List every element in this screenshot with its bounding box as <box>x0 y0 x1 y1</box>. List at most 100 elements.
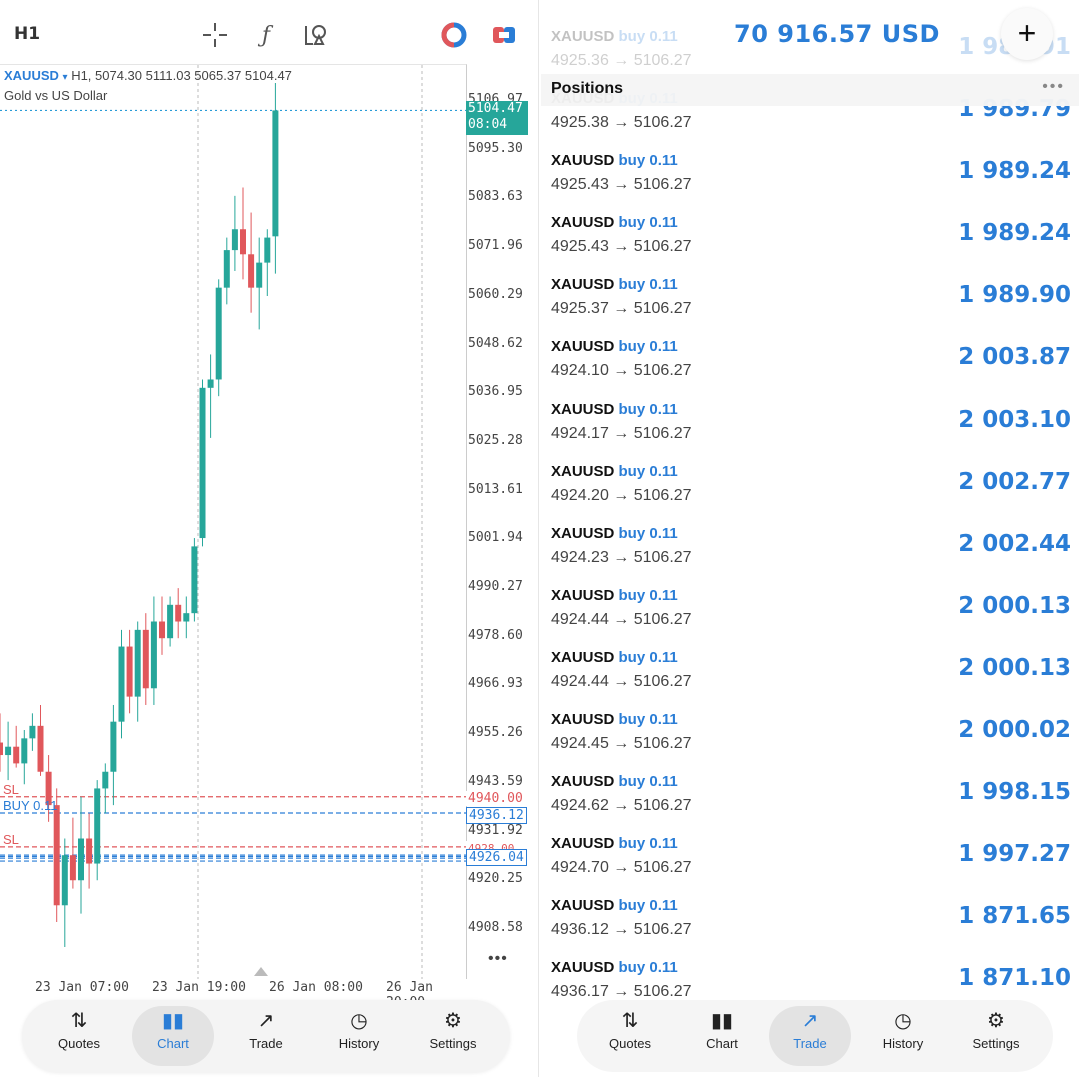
more-icon[interactable]: ••• <box>488 950 508 967</box>
position-row[interactable]: XAUUSD buy 0.11 4924.44 → 5106.27 2 000.13 <box>541 587 1079 649</box>
position-profit: 2 003.87 <box>958 344 1071 371</box>
nav-chart[interactable]: ▮▮ Chart <box>132 1006 214 1066</box>
quotes-icon: ⇅ <box>621 1010 639 1032</box>
position-side: buy 0.11 <box>618 586 678 604</box>
position-profit: 1 997.27 <box>958 841 1071 868</box>
price-axis[interactable]: 5106.97 5095.30 5083.63 5071.96 5060.29 5048.… <box>468 64 538 978</box>
nav-history[interactable]: ◷ History <box>862 1006 944 1066</box>
entry-price-label: 4926.04 <box>466 849 527 866</box>
nav-trade[interactable]: ↗ Trade <box>225 1006 307 1066</box>
candle-body <box>207 379 214 388</box>
position-profit: 1 989.24 <box>958 220 1071 247</box>
nav-history[interactable]: ◷ History <box>318 1006 400 1066</box>
bottom-nav: ⇅ Quotes ▮▮ Chart ↗ Trade ◷ History ⚙ Setting… <box>22 1000 510 1072</box>
position-side: buy 0.11 <box>618 959 678 977</box>
candle-body <box>53 805 60 906</box>
buy-order-label[interactable]: BUY 0.11 <box>3 798 58 813</box>
position-prices: 4924.70 → 5106.27 <box>551 859 692 877</box>
candle-body <box>215 287 222 380</box>
candle-body <box>175 604 182 622</box>
position-prices: 4925.43 → 5106.27 <box>551 176 692 194</box>
position-symbol: XAUUSD buy 0.11 <box>551 835 678 853</box>
timeframe-button[interactable]: H1 <box>14 24 41 44</box>
settings-icon: ⚙ <box>987 1010 1005 1032</box>
nav-trade[interactable]: ↗ Trade <box>769 1006 851 1066</box>
nav-settings[interactable]: ⚙ Settings <box>955 1006 1037 1066</box>
bar-countdown: 08:04 <box>468 117 508 132</box>
symbol-selector[interactable]: XAUUSD <box>4 68 59 83</box>
history-icon: ◷ <box>350 1010 368 1032</box>
chevron-down-icon[interactable]: ▾ <box>62 72 68 83</box>
position-prices: 4924.10 → 5106.27 <box>551 362 692 380</box>
chart-icon: ▮▮ <box>710 1010 733 1032</box>
trade-levels-icon[interactable] <box>489 20 519 50</box>
position-side: buy 0.11 <box>618 524 678 542</box>
buy-price-label: 4936.12 <box>466 807 527 824</box>
time-axis: 23 Jan 07:00 23 Jan 19:00 26 Jan 08:00 26 J… <box>0 978 466 1010</box>
price-tick: 4943.59 <box>468 773 523 789</box>
time-label: 23 Jan 07:00 <box>35 980 129 995</box>
position-prices: 4925.43 → 5106.27 <box>551 238 692 256</box>
sl-price-label: 4940.00 <box>466 791 525 806</box>
bottom-nav: ⇅ Quotes ▮▮ Chart ↗ Trade ◷ History ⚙ Setting… <box>577 1000 1053 1072</box>
new-order-button[interactable]: + <box>1001 8 1053 60</box>
position-row[interactable]: XAUUSD buy 0.11 4936.12 → 5106.27 1 871.65 <box>541 897 1079 959</box>
position-symbol: XAUUSD buy 0.11 <box>551 400 678 418</box>
nav-quotes[interactable]: ⇅ Quotes <box>589 1006 671 1066</box>
candle-body <box>13 746 20 764</box>
crosshair-icon[interactable] <box>200 20 230 50</box>
position-profit: 2 002.77 <box>958 468 1071 495</box>
position-row[interactable]: XAUUSD buy 0.11 4924.45 → 5106.27 2 000.02 <box>541 711 1079 773</box>
candle-body <box>231 229 238 251</box>
nav-quotes[interactable]: ⇅ Quotes <box>38 1006 120 1066</box>
current-price: 5104.47 <box>468 101 523 116</box>
candle-body <box>240 229 246 255</box>
trade-icon: ↗ <box>801 1010 819 1032</box>
position-row[interactable]: XAUUSD buy 0.11 4924.17 → 5106.27 2 003.10 <box>541 401 1079 463</box>
position-row[interactable]: XAUUSD buy 0.11 4925.43 → 5106.27 1 989.24 <box>541 152 1079 214</box>
position-profit: 2 000.13 <box>958 592 1071 619</box>
position-row[interactable]: XAUUSD buy 0.11 4924.10 → 5106.27 2 003.87 <box>541 338 1079 400</box>
price-tick: 4966.93 <box>468 676 523 692</box>
candle-body <box>159 621 165 639</box>
position-symbol: XAUUSD buy 0.11 <box>551 214 678 232</box>
position-symbol: XAUUSD buy 0.11 <box>551 152 678 170</box>
current-price-box: 5104.47 08:04 <box>466 101 528 135</box>
candle-body <box>264 237 271 263</box>
nav-chart[interactable]: ▮▮ Chart <box>681 1006 763 1066</box>
position-row[interactable]: XAUUSD buy 0.11 4924.70 → 5106.27 1 997.27 <box>541 835 1079 897</box>
nav-settings[interactable]: ⚙ Settings <box>412 1006 494 1066</box>
position-row[interactable]: XAUUSD buy 0.11 4924.23 → 5106.27 2 002.44 <box>541 525 1079 587</box>
position-row[interactable]: XAUUSD buy 0.11 4925.43 → 5106.27 1 989.24 <box>541 214 1079 276</box>
one-click-trading-icon[interactable] <box>439 20 469 50</box>
position-row[interactable]: XAUUSD buy 0.11 4924.20 → 5106.27 2 002.77 <box>541 463 1079 525</box>
position-prices: 4936.17 → 5106.27 <box>551 983 692 1001</box>
position-row[interactable]: XAUUSD buy 0.11 4925.37 → 5106.27 1 989.90 <box>541 276 1079 338</box>
time-label: 26 Jan 08:00 <box>269 980 363 995</box>
candle-body <box>45 771 52 806</box>
position-profit: 1 871.65 <box>958 903 1071 930</box>
candle-body <box>37 725 44 772</box>
candle-body <box>78 838 84 881</box>
position-profit: 1 989.24 <box>958 158 1071 185</box>
position-row[interactable]: XAUUSD buy 0.11 4936.17 → 5106.27 1 871.10 <box>541 959 1079 1021</box>
chart-screen: H1 ƒ XAUUSD ▾ H1, 5074.30 5111.03 5065.3… <box>0 0 539 1077</box>
positions-header: Positions ••• <box>541 74 1079 106</box>
scroll-marker-icon[interactable] <box>254 967 268 976</box>
objects-icon[interactable] <box>301 20 331 50</box>
price-tick: 4990.27 <box>468 579 523 594</box>
candle-body <box>183 613 190 622</box>
candle-body <box>272 110 279 237</box>
price-tick: 5060.29 <box>468 286 523 302</box>
position-prices: 4925.38 → 5106.27 <box>551 114 692 131</box>
more-icon[interactable]: ••• <box>1042 78 1065 95</box>
quotes-icon: ⇅ <box>70 1010 88 1032</box>
chart-plot-area[interactable] <box>0 64 467 979</box>
indicators-icon[interactable]: ƒ <box>261 22 271 48</box>
position-row[interactable]: XAUUSD buy 0.11 4924.62 → 5106.27 1 998.15 <box>541 773 1079 835</box>
position-row[interactable]: XAUUSD buy 0.11 4924.44 → 5106.27 2 000.13 <box>541 649 1079 711</box>
position-side: buy 0.11 <box>618 152 678 170</box>
position-symbol: XAUUSD buy 0.11 <box>551 711 678 728</box>
candlestick-chart <box>0 65 466 979</box>
position-side: buy 0.11 <box>618 711 678 728</box>
